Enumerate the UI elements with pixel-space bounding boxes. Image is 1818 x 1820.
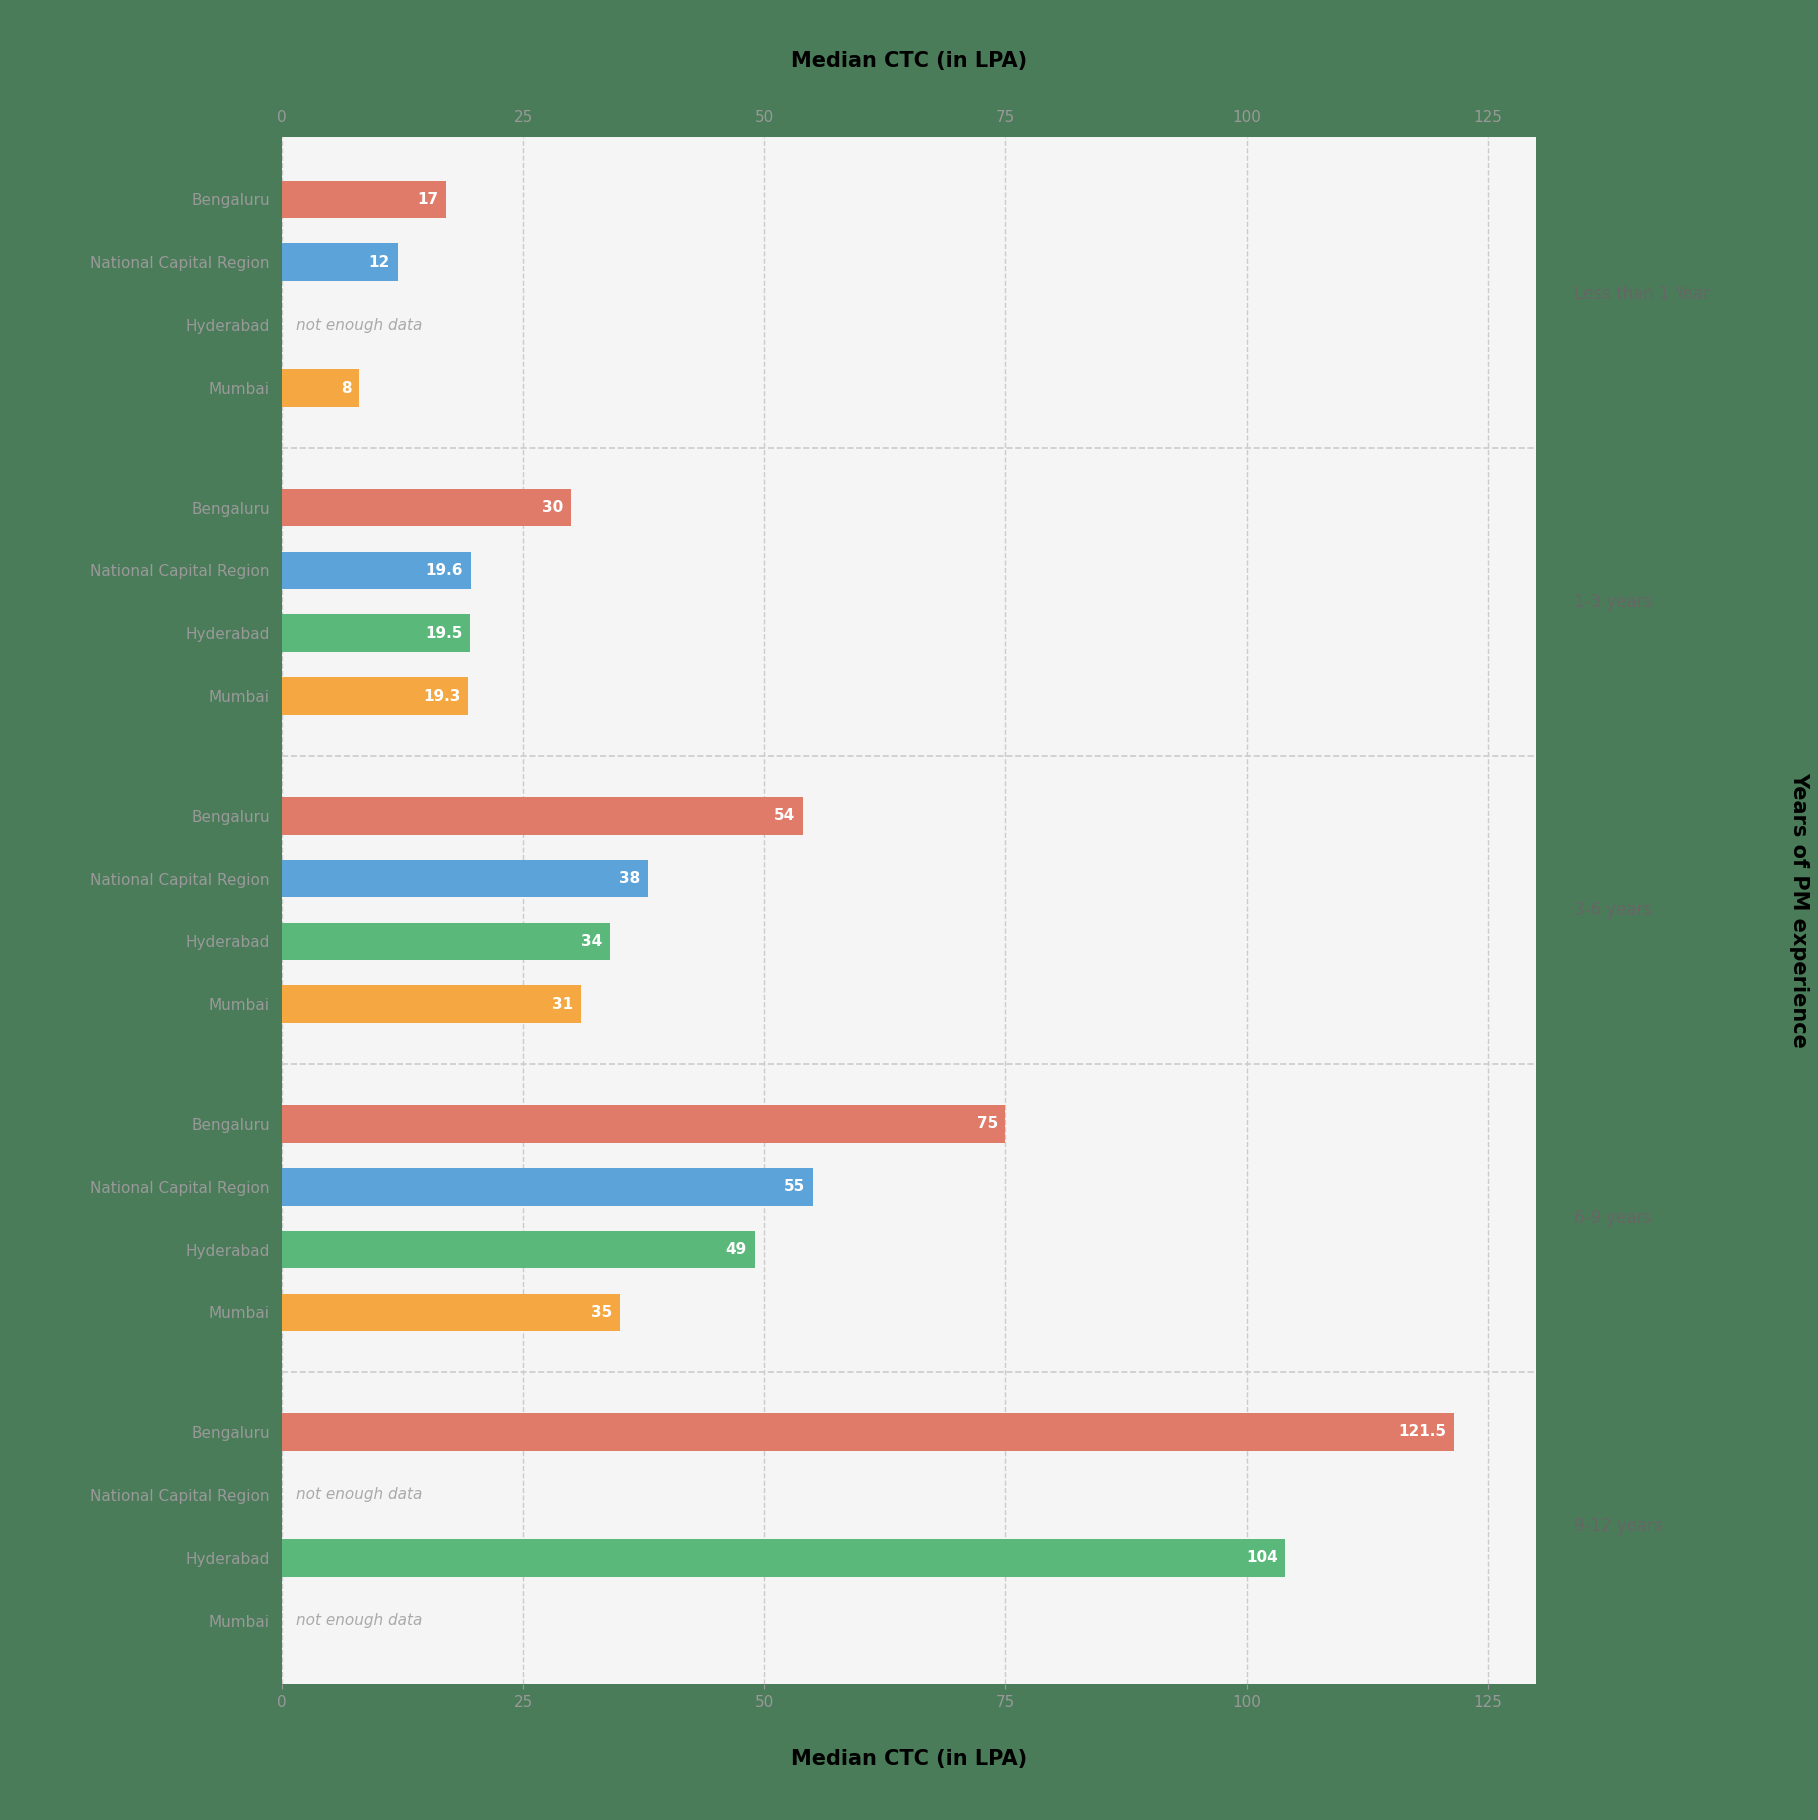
Text: not enough data: not enough data xyxy=(296,318,422,333)
Text: Median CTC (in LPA): Median CTC (in LPA) xyxy=(791,51,1027,71)
Text: 121.5: 121.5 xyxy=(1398,1425,1447,1440)
Bar xyxy=(282,615,469,652)
Text: 3-6 years: 3-6 years xyxy=(1574,901,1653,919)
Text: 17: 17 xyxy=(416,191,438,207)
Text: 75: 75 xyxy=(976,1116,998,1132)
Bar xyxy=(282,244,398,280)
Bar xyxy=(282,923,609,961)
Text: 49: 49 xyxy=(725,1241,747,1258)
Text: 1-3 years: 1-3 years xyxy=(1574,593,1653,612)
Text: 35: 35 xyxy=(591,1305,613,1320)
Text: 19.3: 19.3 xyxy=(424,688,460,704)
Bar xyxy=(282,551,471,590)
Text: Years of PM experience: Years of PM experience xyxy=(1789,772,1809,1048)
Text: Less than 1 Year: Less than 1 Year xyxy=(1574,284,1709,302)
Bar xyxy=(282,677,467,715)
Bar xyxy=(282,985,582,1023)
Bar xyxy=(282,180,445,218)
Text: 9-12 years: 9-12 years xyxy=(1574,1518,1663,1536)
Bar xyxy=(282,1105,1005,1143)
Text: 12: 12 xyxy=(369,255,389,269)
Bar xyxy=(282,1168,813,1205)
Text: 30: 30 xyxy=(542,501,564,515)
Bar xyxy=(282,1412,1454,1451)
Text: 55: 55 xyxy=(784,1179,805,1194)
Bar xyxy=(282,859,649,897)
Text: 104: 104 xyxy=(1245,1551,1278,1565)
Text: Median CTC (in LPA): Median CTC (in LPA) xyxy=(791,1749,1027,1769)
Text: not enough data: not enough data xyxy=(296,1613,422,1629)
Bar xyxy=(282,369,358,408)
Text: 31: 31 xyxy=(553,997,573,1012)
Text: 38: 38 xyxy=(620,872,640,886)
Bar xyxy=(282,1540,1285,1576)
Text: 54: 54 xyxy=(774,808,794,823)
Text: 8: 8 xyxy=(340,380,351,395)
Text: 19.5: 19.5 xyxy=(425,626,462,641)
Bar xyxy=(282,1230,754,1269)
Bar xyxy=(282,1294,620,1332)
Text: 6-9 years: 6-9 years xyxy=(1574,1208,1653,1227)
Text: 34: 34 xyxy=(582,934,602,948)
Bar xyxy=(282,797,804,835)
Text: 19.6: 19.6 xyxy=(425,562,464,579)
Text: not enough data: not enough data xyxy=(296,1487,422,1501)
Bar xyxy=(282,488,571,526)
